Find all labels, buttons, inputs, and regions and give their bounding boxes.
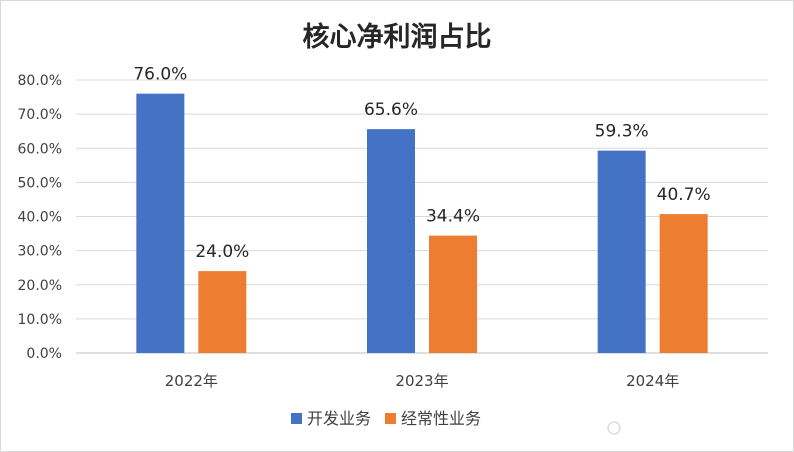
legend: 开发业务 经常性业务 xyxy=(291,409,481,428)
x-category-label: 2022年 xyxy=(165,372,218,390)
y-tick-label: 80.0% xyxy=(18,73,62,89)
data-labels: 76.0% 24.0% 65.6% 34.4% 59.3% 40.7% xyxy=(133,65,710,262)
data-label: 59.3% xyxy=(595,122,649,142)
snowball-logo-icon xyxy=(604,418,624,438)
y-axis-ticks: 0.0% 10.0% 20.0% 30.0% 40.0% 50.0% 60.0% 70.0% 8… xyxy=(18,73,62,362)
legend-label: 经常性业务 xyxy=(401,409,481,428)
bars xyxy=(136,93,708,354)
chart-title: 核心净利润占比 xyxy=(303,21,492,53)
x-category-label: 2024年 xyxy=(626,372,679,390)
x-axis-categories: 2022年 2023年 2024年 xyxy=(165,372,680,390)
x-category-label: 2023年 xyxy=(395,372,448,390)
legend-label: 开发业务 xyxy=(307,409,371,428)
y-tick-label: 20.0% xyxy=(18,278,62,294)
data-label: 40.7% xyxy=(657,185,711,205)
bar xyxy=(367,129,415,353)
bar xyxy=(198,271,247,353)
data-label: 34.4% xyxy=(426,207,480,227)
legend-swatch xyxy=(385,413,396,424)
y-tick-label: 70.0% xyxy=(18,107,62,123)
y-tick-label: 40.0% xyxy=(18,210,62,226)
gridlines xyxy=(76,79,768,354)
legend-swatch xyxy=(291,413,302,424)
y-tick-label: 30.0% xyxy=(18,244,62,260)
y-tick-label: 0.0% xyxy=(26,346,62,362)
data-label: 65.6% xyxy=(364,100,418,120)
y-tick-label: 60.0% xyxy=(18,141,62,157)
data-label: 76.0% xyxy=(133,65,187,85)
bar xyxy=(659,214,708,353)
bar xyxy=(429,235,477,353)
y-tick-label: 50.0% xyxy=(18,175,62,191)
y-tick-label: 10.0% xyxy=(18,312,62,328)
bar xyxy=(597,150,646,353)
watermark: 雪球：暴风雪 xyxy=(604,416,750,440)
data-label: 24.0% xyxy=(195,242,249,262)
bar xyxy=(136,93,185,354)
watermark-text: 雪球：暴风雪 xyxy=(630,416,750,440)
